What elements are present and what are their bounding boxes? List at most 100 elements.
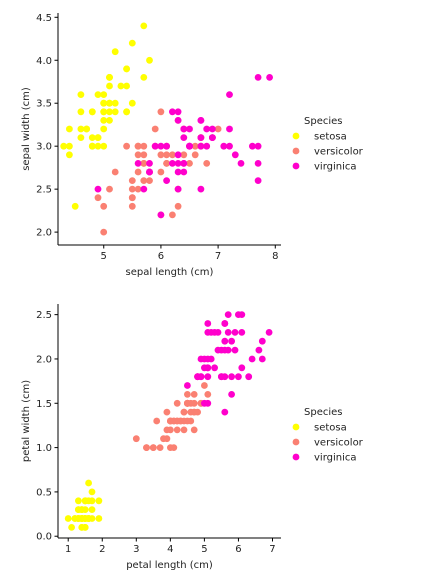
point-virginica (218, 373, 225, 381)
x-tick-label: 3 (133, 544, 139, 555)
point-virginica (204, 320, 212, 327)
point-versicolor (140, 151, 148, 159)
point-versicolor (134, 151, 142, 159)
point-versicolor (177, 417, 185, 425)
point-setosa (78, 515, 86, 522)
point-versicolor (157, 168, 165, 176)
point-virginica (231, 151, 239, 159)
point-versicolor (194, 408, 202, 416)
point-setosa (77, 91, 85, 98)
chart-1: 5 6 7 8 2.0 2.5 3.0 3.5 4.0 4.5 sepal length (cm) s… (21, 13, 364, 278)
point-versicolor (100, 202, 108, 210)
point-virginica (174, 151, 182, 159)
legend: Species setosa versicolor virginica (292, 407, 364, 464)
point-setosa (106, 108, 113, 116)
point-versicolor (100, 228, 108, 236)
point-versicolor (157, 151, 165, 159)
point-virginica (94, 185, 102, 193)
point-versicolor (191, 142, 199, 150)
point-setosa (77, 134, 85, 142)
chart-2: 1 2 3 4 5 6 7 0.0 0.5 1.0 1.5 2.0 2.5 petal length (c… (21, 304, 364, 571)
point-virginica (209, 134, 216, 142)
x-tick-label: 6 (158, 251, 164, 262)
point-virginica (186, 142, 193, 150)
point-versicolor (184, 391, 191, 398)
point-setosa (77, 108, 85, 116)
point-setosa (123, 65, 130, 73)
point-virginica (174, 168, 182, 176)
point-setosa (88, 108, 96, 116)
point-virginica (238, 329, 246, 336)
point-versicolor (106, 185, 113, 193)
y-tick-label: 3.5 (36, 99, 52, 110)
legend-marker-setosa (292, 132, 300, 140)
point-setosa (117, 82, 125, 90)
point-versicolor (180, 408, 188, 416)
point-setosa (88, 506, 96, 513)
point-setosa (94, 142, 102, 150)
point-versicolor (180, 151, 188, 159)
point-setosa (106, 74, 113, 81)
point-setosa (60, 142, 68, 150)
point-setosa (66, 125, 73, 133)
point-virginica (228, 391, 236, 398)
point-versicolor (94, 194, 102, 202)
point-virginica (186, 125, 193, 133)
legend-marker-versicolor (292, 147, 300, 155)
point-versicolor (128, 194, 136, 202)
point-virginica (226, 91, 233, 98)
point-virginica (174, 160, 182, 167)
scatter-points (64, 311, 273, 531)
point-setosa (68, 524, 75, 531)
point-setosa (100, 142, 108, 150)
point-virginica (224, 329, 232, 336)
point-versicolor (190, 391, 198, 398)
point-versicolor (156, 444, 164, 451)
point-versicolor (173, 426, 181, 434)
point-setosa (77, 125, 85, 133)
point-virginica (157, 211, 165, 219)
point-setosa (100, 91, 108, 98)
legend-label-setosa: setosa (314, 132, 347, 143)
scatter-points (60, 22, 273, 236)
y-tick-label: 1.0 (36, 443, 52, 454)
point-versicolor (203, 160, 211, 167)
point-virginica (221, 320, 229, 327)
point-virginica (180, 168, 188, 176)
y-tick-label: 0.0 (36, 532, 52, 543)
point-versicolor (111, 168, 119, 176)
x-tick-label: 7 (269, 544, 275, 555)
point-versicolor (140, 160, 148, 167)
point-virginica (140, 185, 148, 193)
point-virginica (228, 373, 236, 381)
y-tick-label: 1.5 (36, 399, 52, 410)
point-virginica (151, 142, 159, 150)
point-virginica (197, 117, 205, 124)
point-setosa (95, 515, 103, 522)
point-setosa (140, 74, 148, 81)
point-virginica (203, 142, 211, 150)
point-setosa (71, 202, 79, 210)
point-virginica (169, 160, 176, 167)
point-versicolor (134, 142, 142, 150)
point-virginica (238, 364, 246, 372)
point-versicolor (146, 177, 153, 185)
point-virginica (221, 337, 229, 345)
point-setosa (100, 125, 108, 133)
point-setosa (95, 497, 103, 505)
y-tick-label: 2.5 (36, 310, 52, 321)
point-setosa (111, 108, 119, 116)
point-versicolor (163, 151, 171, 159)
point-virginica (163, 177, 171, 185)
legend-marker-virginica (292, 162, 300, 170)
point-virginica (197, 134, 205, 142)
point-setosa (106, 82, 113, 90)
point-virginica (197, 142, 205, 150)
point-virginica (221, 346, 229, 354)
point-setosa (106, 117, 113, 124)
point-setosa (94, 134, 102, 142)
point-setosa (66, 142, 73, 150)
point-versicolor (191, 151, 199, 159)
legend-label-virginica: virginica (314, 453, 357, 464)
